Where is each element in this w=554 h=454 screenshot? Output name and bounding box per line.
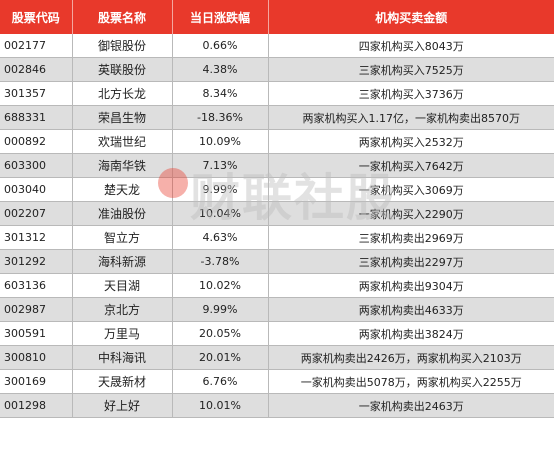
cell-stock-code: 002177 bbox=[0, 34, 73, 58]
cell-daily-change: 20.05% bbox=[172, 321, 269, 346]
table-row: 301357 北方长龙 8.34% 三家机构买入3736万 bbox=[0, 81, 554, 106]
cell-stock-code: 688331 bbox=[0, 105, 73, 130]
header-row: 股票代码 股票名称 当日涨跌幅 机构买卖金额 bbox=[0, 0, 554, 34]
cell-daily-change: 20.01% bbox=[172, 345, 269, 370]
cell-stock-code: 002207 bbox=[0, 201, 73, 226]
table-row: 603136 天目湖 10.02% 两家机构卖出9304万 bbox=[0, 273, 554, 298]
cell-daily-change: 6.76% bbox=[172, 369, 269, 394]
cell-stock-code: 002987 bbox=[0, 297, 73, 322]
institution-trading-table: 股票代码 股票名称 当日涨跌幅 机构买卖金额 002177 御银股份 0.66% 四家… bbox=[0, 0, 554, 418]
table-row: 301312 智立方 4.63% 三家机构卖出2969万 bbox=[0, 225, 554, 250]
cell-stock-code: 301357 bbox=[0, 81, 73, 106]
cell-institution-amount: 一家机构买入3069万 bbox=[268, 177, 554, 202]
table-row: 300591 万里马 20.05% 两家机构卖出3824万 bbox=[0, 321, 554, 346]
cell-daily-change: 10.09% bbox=[172, 129, 269, 154]
cell-institution-amount: 一家机构买入7642万 bbox=[268, 153, 554, 178]
cell-stock-code: 301292 bbox=[0, 249, 73, 274]
cell-daily-change: -18.36% bbox=[172, 105, 269, 130]
cell-daily-change: 4.63% bbox=[172, 225, 269, 250]
cell-stock-code: 301312 bbox=[0, 225, 73, 250]
table-row: 000892 欢瑞世纪 10.09% 两家机构买入2532万 bbox=[0, 129, 554, 154]
cell-institution-amount: 四家机构买入8043万 bbox=[268, 34, 554, 58]
cell-stock-name: 智立方 bbox=[72, 225, 173, 250]
cell-stock-name: 天晟新材 bbox=[72, 369, 173, 394]
cell-institution-amount: 两家机构卖出9304万 bbox=[268, 273, 554, 298]
cell-stock-name: 准油股份 bbox=[72, 201, 173, 226]
cell-daily-change: 4.38% bbox=[172, 57, 269, 82]
table-row: 002987 京北方 9.99% 两家机构卖出4633万 bbox=[0, 297, 554, 322]
cell-daily-change: 10.04% bbox=[172, 201, 269, 226]
cell-stock-name: 海南华铁 bbox=[72, 153, 173, 178]
cell-institution-amount: 一家机构卖出5078万，两家机构买入2255万 bbox=[268, 369, 554, 394]
table-header: 股票代码 股票名称 当日涨跌幅 机构买卖金额 bbox=[0, 0, 554, 34]
cell-stock-name: 楚天龙 bbox=[72, 177, 173, 202]
cell-stock-name: 好上好 bbox=[72, 393, 173, 418]
cell-institution-amount: 两家机构卖出3824万 bbox=[268, 321, 554, 346]
cell-daily-change: 8.34% bbox=[172, 81, 269, 106]
cell-stock-code: 300169 bbox=[0, 369, 73, 394]
table-row: 002177 御银股份 0.66% 四家机构买入8043万 bbox=[0, 34, 554, 58]
cell-stock-name: 御银股份 bbox=[72, 34, 173, 58]
cell-institution-amount: 两家机构买入1.17亿，一家机构卖出8570万 bbox=[268, 105, 554, 130]
cell-institution-amount: 三家机构买入7525万 bbox=[268, 57, 554, 82]
cell-stock-name: 荣昌生物 bbox=[72, 105, 173, 130]
cell-institution-amount: 两家机构买入2532万 bbox=[268, 129, 554, 154]
cell-stock-name: 英联股份 bbox=[72, 57, 173, 82]
cell-stock-code: 002846 bbox=[0, 57, 73, 82]
cell-stock-name: 欢瑞世纪 bbox=[72, 129, 173, 154]
table-row: 300169 天晟新材 6.76% 一家机构卖出5078万，两家机构买入2255万 bbox=[0, 369, 554, 394]
header-institution-amount: 机构买卖金额 bbox=[268, 0, 554, 34]
cell-stock-code: 001298 bbox=[0, 393, 73, 418]
table-row: 002207 准油股份 10.04% 一家机构买入2290万 bbox=[0, 201, 554, 226]
cell-daily-change: 10.02% bbox=[172, 273, 269, 298]
cell-stock-name: 万里马 bbox=[72, 321, 173, 346]
cell-stock-code: 603136 bbox=[0, 273, 73, 298]
header-daily-change: 当日涨跌幅 bbox=[172, 0, 269, 34]
table-row: 001298 好上好 10.01% 一家机构卖出2463万 bbox=[0, 393, 554, 418]
cell-daily-change: 10.01% bbox=[172, 393, 269, 418]
cell-daily-change: -3.78% bbox=[172, 249, 269, 274]
cell-daily-change: 0.66% bbox=[172, 34, 269, 58]
cell-institution-amount: 三家机构卖出2297万 bbox=[268, 249, 554, 274]
table-row: 688331 荣昌生物 -18.36% 两家机构买入1.17亿，一家机构卖出8570万 bbox=[0, 105, 554, 130]
cell-stock-code: 000892 bbox=[0, 129, 73, 154]
cell-institution-amount: 一家机构卖出2463万 bbox=[268, 393, 554, 418]
cell-stock-code: 300591 bbox=[0, 321, 73, 346]
cell-stock-name: 北方长龙 bbox=[72, 81, 173, 106]
cell-stock-name: 海科新源 bbox=[72, 249, 173, 274]
cell-stock-code: 603300 bbox=[0, 153, 73, 178]
cell-institution-amount: 两家机构卖出4633万 bbox=[268, 297, 554, 322]
cell-stock-code: 300810 bbox=[0, 345, 73, 370]
header-stock-code: 股票代码 bbox=[0, 0, 73, 34]
table-row: 300810 中科海讯 20.01% 两家机构卖出2426万，两家机构买入2103万 bbox=[0, 345, 554, 370]
cell-stock-name: 中科海讯 bbox=[72, 345, 173, 370]
cell-institution-amount: 三家机构买入3736万 bbox=[268, 81, 554, 106]
table-row: 003040 楚天龙 9.99% 一家机构买入3069万 bbox=[0, 177, 554, 202]
cell-institution-amount: 一家机构买入2290万 bbox=[268, 201, 554, 226]
table-row: 603300 海南华铁 7.13% 一家机构买入7642万 bbox=[0, 153, 554, 178]
cell-daily-change: 9.99% bbox=[172, 177, 269, 202]
cell-stock-code: 003040 bbox=[0, 177, 73, 202]
cell-institution-amount: 三家机构卖出2969万 bbox=[268, 225, 554, 250]
table-body: 002177 御银股份 0.66% 四家机构买入8043万 002846 英联股份 4.38… bbox=[0, 34, 554, 418]
cell-stock-name: 京北方 bbox=[72, 297, 173, 322]
cell-stock-name: 天目湖 bbox=[72, 273, 173, 298]
cell-institution-amount: 两家机构卖出2426万，两家机构买入2103万 bbox=[268, 345, 554, 370]
table-row: 002846 英联股份 4.38% 三家机构买入7525万 bbox=[0, 57, 554, 82]
cell-daily-change: 7.13% bbox=[172, 153, 269, 178]
table-row: 301292 海科新源 -3.78% 三家机构卖出2297万 bbox=[0, 249, 554, 274]
header-stock-name: 股票名称 bbox=[72, 0, 173, 34]
cell-daily-change: 9.99% bbox=[172, 297, 269, 322]
